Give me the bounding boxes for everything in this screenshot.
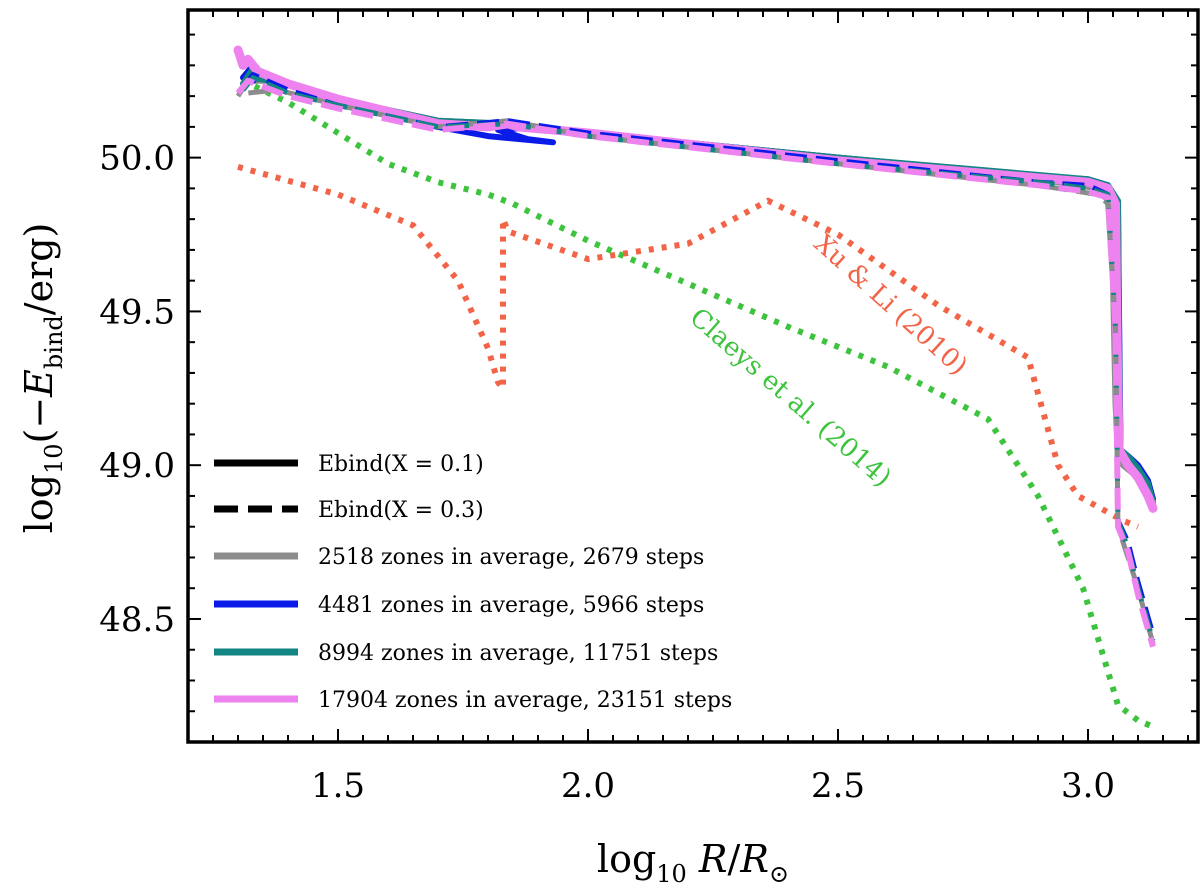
series-line-5 [233,45,1158,513]
y-tick-label: 48.5 [99,600,175,640]
legend: Ebind(X = 0.1) Ebind(X = 0.3) 2518 zones i… [214,452,732,713]
legend-label-4: 8994 zones in average, 11751 steps [318,641,718,666]
series-line-3 [240,62,1156,502]
x-tick-label: 2.0 [561,766,615,806]
legend-label-2: 2518 zones in average, 2679 steps [318,545,704,570]
y-tick-label: 49.5 [99,292,175,332]
legend-label-1: Ebind(X = 0.3) [318,498,484,523]
x-tick-label: 1.5 [311,766,365,806]
x-tick-label: 3.0 [1061,766,1115,806]
legend-label-5: 17904 zones in average, 23151 steps [318,688,732,713]
series-line-2 [240,68,1151,496]
series-line-0 [237,164,1140,530]
series-line-4 [240,65,1156,506]
y-tick-label: 49.0 [99,446,175,486]
plot-frame [186,8,1200,744]
series-line-9 [235,77,1156,648]
y-tick-label: 50.0 [99,139,175,179]
x-axis-title: log10 R/R⊙ [597,837,789,888]
y-axis-title: log10(−Ebind/erg) [17,223,68,534]
annotation-xu-li: Xu & Li (2010) [808,229,973,382]
tick-layer: 1.5 2.0 2.5 3.0 48.5 49.0 49.5 50.0 [99,10,1198,806]
annotation-claeys: Claeys et al. (2014) [684,303,897,494]
legend-label-3: 4481 zones in average, 5966 steps [318,593,704,618]
series-layer [233,45,1158,730]
x-tick-label: 2.5 [811,766,865,806]
legend-label-0: Ebind(X = 0.1) [318,452,484,477]
series-line-1 [241,77,1155,730]
